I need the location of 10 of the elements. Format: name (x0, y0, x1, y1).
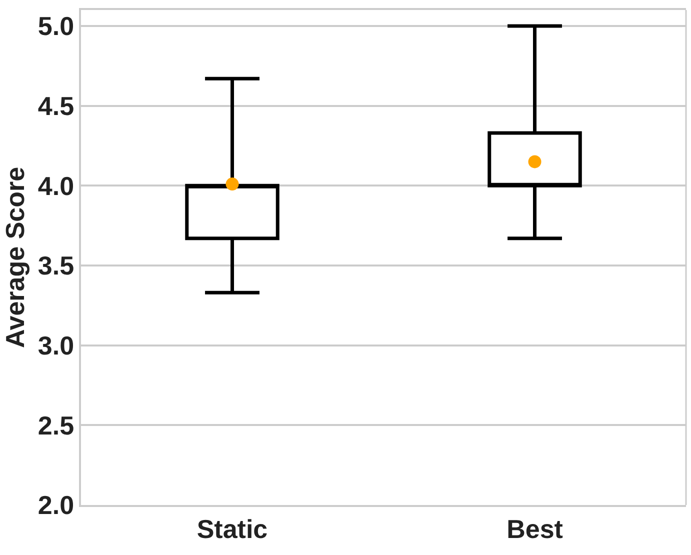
y-tick-label: 4.0 (38, 170, 74, 201)
y-axis-title: Average Score (0, 166, 30, 348)
y-tick-label: 3.5 (38, 250, 74, 281)
y-tick-label: 5.0 (38, 11, 74, 42)
y-tick-label: 2.0 (38, 490, 74, 520)
y-tick-label: 4.5 (38, 90, 74, 121)
x-tick-label: Static (196, 514, 268, 544)
y-tick-label: 2.5 (38, 410, 74, 440)
x-tick-label: Best (506, 514, 564, 544)
y-tick-label: 3.0 (38, 330, 74, 360)
